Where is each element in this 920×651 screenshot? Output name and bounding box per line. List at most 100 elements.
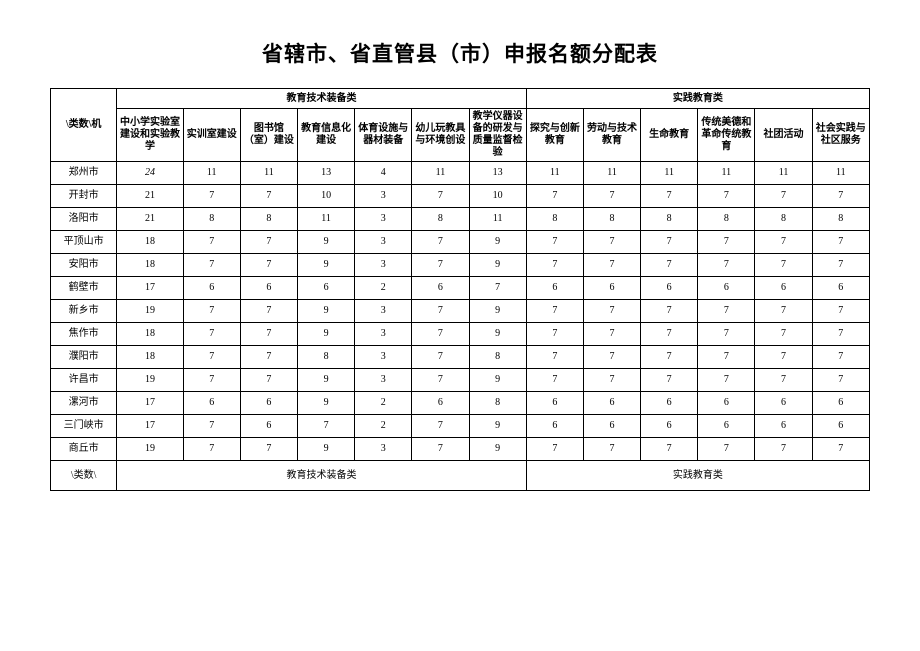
- value-cell: 21: [117, 185, 183, 208]
- value-cell: 7: [183, 323, 240, 346]
- value-cell: 6: [812, 392, 869, 415]
- city-cell: 安阳市: [51, 254, 117, 277]
- value-cell: 7: [412, 415, 469, 438]
- value-cell: 7: [526, 185, 583, 208]
- value-cell: 11: [183, 162, 240, 185]
- group-footer-1: 教育技术装备类: [117, 461, 526, 491]
- value-cell: 7: [812, 323, 869, 346]
- value-cell: 7: [641, 231, 698, 254]
- value-cell: 7: [240, 438, 297, 461]
- value-cell: 9: [298, 323, 355, 346]
- value-cell: 7: [755, 369, 812, 392]
- value-cell: 19: [117, 438, 183, 461]
- value-cell: 18: [117, 346, 183, 369]
- value-cell: 6: [183, 277, 240, 300]
- value-cell: 9: [469, 300, 526, 323]
- value-cell: 7: [240, 300, 297, 323]
- value-cell: 6: [698, 277, 755, 300]
- value-cell: 9: [469, 438, 526, 461]
- value-cell: 8: [412, 208, 469, 231]
- value-cell: 24: [117, 162, 183, 185]
- value-cell: 3: [355, 300, 412, 323]
- value-cell: 7: [240, 231, 297, 254]
- value-cell: 9: [298, 438, 355, 461]
- value-cell: 7: [412, 323, 469, 346]
- value-cell: 9: [298, 300, 355, 323]
- col-header-g1-3: 教育信息化建设: [298, 109, 355, 162]
- col-header-g1-4: 体育设施与器材装备: [355, 109, 412, 162]
- value-cell: 7: [755, 185, 812, 208]
- value-cell: 7: [641, 346, 698, 369]
- value-cell: 6: [641, 415, 698, 438]
- table-row: 开封市2177103710777777: [51, 185, 870, 208]
- value-cell: 9: [469, 254, 526, 277]
- group-header-1: 教育技术装备类: [117, 89, 526, 109]
- city-cell: 濮阳市: [51, 346, 117, 369]
- value-cell: 8: [240, 208, 297, 231]
- value-cell: 8: [698, 208, 755, 231]
- value-cell: 8: [526, 208, 583, 231]
- value-cell: 11: [240, 162, 297, 185]
- value-cell: 6: [641, 392, 698, 415]
- value-cell: 11: [469, 208, 526, 231]
- value-cell: 7: [583, 300, 640, 323]
- value-cell: 7: [698, 300, 755, 323]
- value-cell: 7: [698, 254, 755, 277]
- value-cell: 7: [240, 346, 297, 369]
- table-row: 三门峡市17767279666666: [51, 415, 870, 438]
- value-cell: 2: [355, 392, 412, 415]
- value-cell: 7: [526, 323, 583, 346]
- value-cell: 7: [641, 185, 698, 208]
- value-cell: 18: [117, 323, 183, 346]
- value-cell: 7: [755, 323, 812, 346]
- value-cell: 17: [117, 277, 183, 300]
- value-cell: 7: [526, 254, 583, 277]
- value-cell: 8: [812, 208, 869, 231]
- value-cell: 7: [641, 323, 698, 346]
- value-cell: 9: [469, 369, 526, 392]
- col-header-g1-0: 中小学实验室建设和实验教学: [117, 109, 183, 162]
- corner-header: \类数\机: [51, 89, 117, 162]
- value-cell: 7: [583, 369, 640, 392]
- value-cell: 6: [583, 277, 640, 300]
- value-cell: 7: [526, 231, 583, 254]
- value-cell: 9: [298, 231, 355, 254]
- city-cell: 洛阳市: [51, 208, 117, 231]
- table-row: 洛阳市2188113811888888: [51, 208, 870, 231]
- value-cell: 7: [812, 369, 869, 392]
- table-row: 许昌市19779379777777: [51, 369, 870, 392]
- value-cell: 7: [412, 185, 469, 208]
- value-cell: 9: [298, 254, 355, 277]
- value-cell: 6: [240, 277, 297, 300]
- value-cell: 3: [355, 438, 412, 461]
- quota-table: \类数\机 教育技术装备类 实践教育类 中小学实验室建设和实验教学实训室建设图书…: [50, 88, 870, 491]
- col-header-g2-4: 社团活动: [755, 109, 812, 162]
- value-cell: 3: [355, 185, 412, 208]
- value-cell: 7: [698, 438, 755, 461]
- page-title: 省辖市、省直管县（市）申报名额分配表: [50, 38, 870, 68]
- value-cell: 6: [183, 392, 240, 415]
- value-cell: 9: [469, 415, 526, 438]
- value-cell: 7: [183, 231, 240, 254]
- value-cell: 11: [641, 162, 698, 185]
- value-cell: 6: [755, 392, 812, 415]
- value-cell: 7: [412, 300, 469, 323]
- value-cell: 6: [240, 415, 297, 438]
- value-cell: 7: [298, 415, 355, 438]
- value-cell: 11: [812, 162, 869, 185]
- table-row: 鹤壁市17666267666666: [51, 277, 870, 300]
- value-cell: 7: [240, 369, 297, 392]
- city-cell: 平顶山市: [51, 231, 117, 254]
- value-cell: 6: [526, 277, 583, 300]
- value-cell: 7: [526, 369, 583, 392]
- value-cell: 7: [526, 438, 583, 461]
- value-cell: 8: [583, 208, 640, 231]
- value-cell: 3: [355, 231, 412, 254]
- value-cell: 11: [412, 162, 469, 185]
- value-cell: 13: [469, 162, 526, 185]
- value-cell: 6: [755, 415, 812, 438]
- value-cell: 7: [583, 438, 640, 461]
- value-cell: 7: [412, 254, 469, 277]
- col-header-g2-5: 社会实践与社区服务: [812, 109, 869, 162]
- value-cell: 7: [812, 346, 869, 369]
